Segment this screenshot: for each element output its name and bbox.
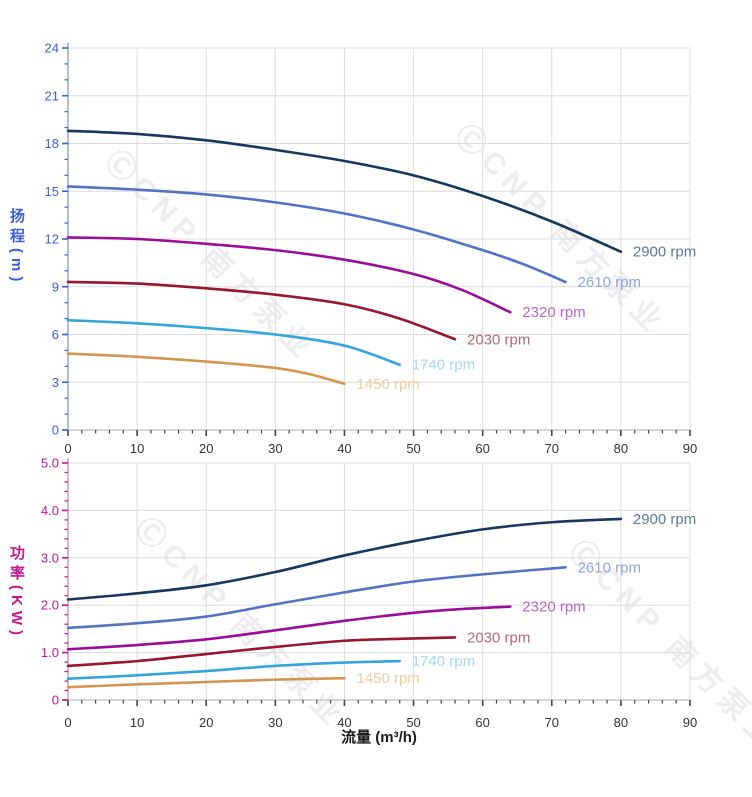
x-tick-label: 70: [545, 715, 559, 730]
y-tick-label: 18: [45, 136, 59, 151]
y-tick-label: 2.0: [41, 598, 59, 613]
series-curve-2610-rpm: [66, 565, 567, 630]
series-label-1740-rpm: 1740 rpm: [412, 357, 475, 374]
y-tick-label: 3.0: [41, 550, 59, 565]
series-label-2030-rpm: 2030 rpm: [467, 629, 530, 646]
y-tick-label: 0: [52, 423, 59, 438]
x-tick-label: 80: [614, 441, 628, 456]
y-tick-label: 24: [45, 41, 59, 56]
series-label-2030-rpm: 2030 rpm: [467, 331, 530, 348]
head-y-axis-title: 扬程(m): [8, 208, 25, 287]
series-label-2610-rpm: 2610 rpm: [578, 559, 641, 576]
x-tick-label: 30: [268, 441, 282, 456]
x-tick-label: 10: [130, 715, 144, 730]
x-tick-label: 50: [406, 441, 420, 456]
x-tick-label: 80: [614, 715, 628, 730]
x-tick-label: 20: [199, 441, 213, 456]
series-curve-2900-rpm: [66, 517, 623, 601]
x-tick-label: 60: [475, 715, 489, 730]
series-curve-2030-rpm: [66, 280, 457, 341]
y-tick-label: 12: [45, 232, 59, 247]
head-y-axis-unit: (m): [8, 248, 25, 287]
x-tick-label: 90: [683, 715, 697, 730]
x-tick-label: 70: [545, 441, 559, 456]
x-tick-label: 90: [683, 441, 697, 456]
y-tick-label: 5.0: [41, 456, 59, 471]
power-y-axis-title: 功率(KW): [8, 545, 25, 640]
x-tick-label: 20: [199, 715, 213, 730]
x-tick-label: 50: [406, 715, 420, 730]
y-tick-label: 21: [45, 88, 59, 103]
x-tick-label: 0: [64, 441, 71, 456]
series-curve-1740-rpm: [66, 659, 402, 680]
y-tick-label: 0: [52, 693, 59, 708]
x-tick-label: 60: [475, 441, 489, 456]
series-curve-2320-rpm: [66, 236, 512, 314]
series-curve-2320-rpm: [66, 605, 512, 651]
series-label-2610-rpm: 2610 rpm: [578, 274, 641, 291]
x-tick-label: 40: [337, 715, 351, 730]
x-tick-label: 10: [130, 441, 144, 456]
series-curve-2610-rpm: [66, 185, 567, 284]
series-label-1740-rpm: 1740 rpm: [412, 653, 475, 670]
power-y-axis-title-text: 功率: [8, 545, 25, 585]
series-label-2320-rpm: 2320 rpm: [522, 304, 585, 321]
y-tick-label: 3: [52, 375, 59, 390]
series-label-1450-rpm: 1450 rpm: [356, 376, 419, 393]
x-axis-title: 流量 (m³/h): [341, 729, 417, 746]
y-tick-label: 6: [52, 327, 59, 342]
y-tick-label: 9: [52, 279, 59, 294]
series-label-2900-rpm: 2900 rpm: [633, 244, 696, 261]
series-curve-2030-rpm: [66, 636, 457, 668]
series-curve-1450-rpm: [66, 352, 346, 386]
series-label-2320-rpm: 2320 rpm: [522, 599, 585, 616]
series-label-2900-rpm: 2900 rpm: [633, 511, 696, 528]
head-y-axis-title-text: 扬程: [8, 208, 25, 248]
y-tick-label: 1.0: [41, 645, 59, 660]
x-tick-label: 0: [64, 715, 71, 730]
series-label-1450-rpm: 1450 rpm: [356, 670, 419, 687]
power-y-axis-unit: (KW): [8, 585, 25, 640]
y-tick-label: 4.0: [41, 503, 59, 518]
x-tick-label: 40: [337, 441, 351, 456]
series-curve-2900-rpm: [66, 129, 623, 254]
series-curve-1450-rpm: [66, 676, 346, 689]
y-tick-label: 15: [45, 184, 59, 199]
series-curve-1740-rpm: [66, 318, 402, 367]
x-tick-label: 30: [268, 715, 282, 730]
